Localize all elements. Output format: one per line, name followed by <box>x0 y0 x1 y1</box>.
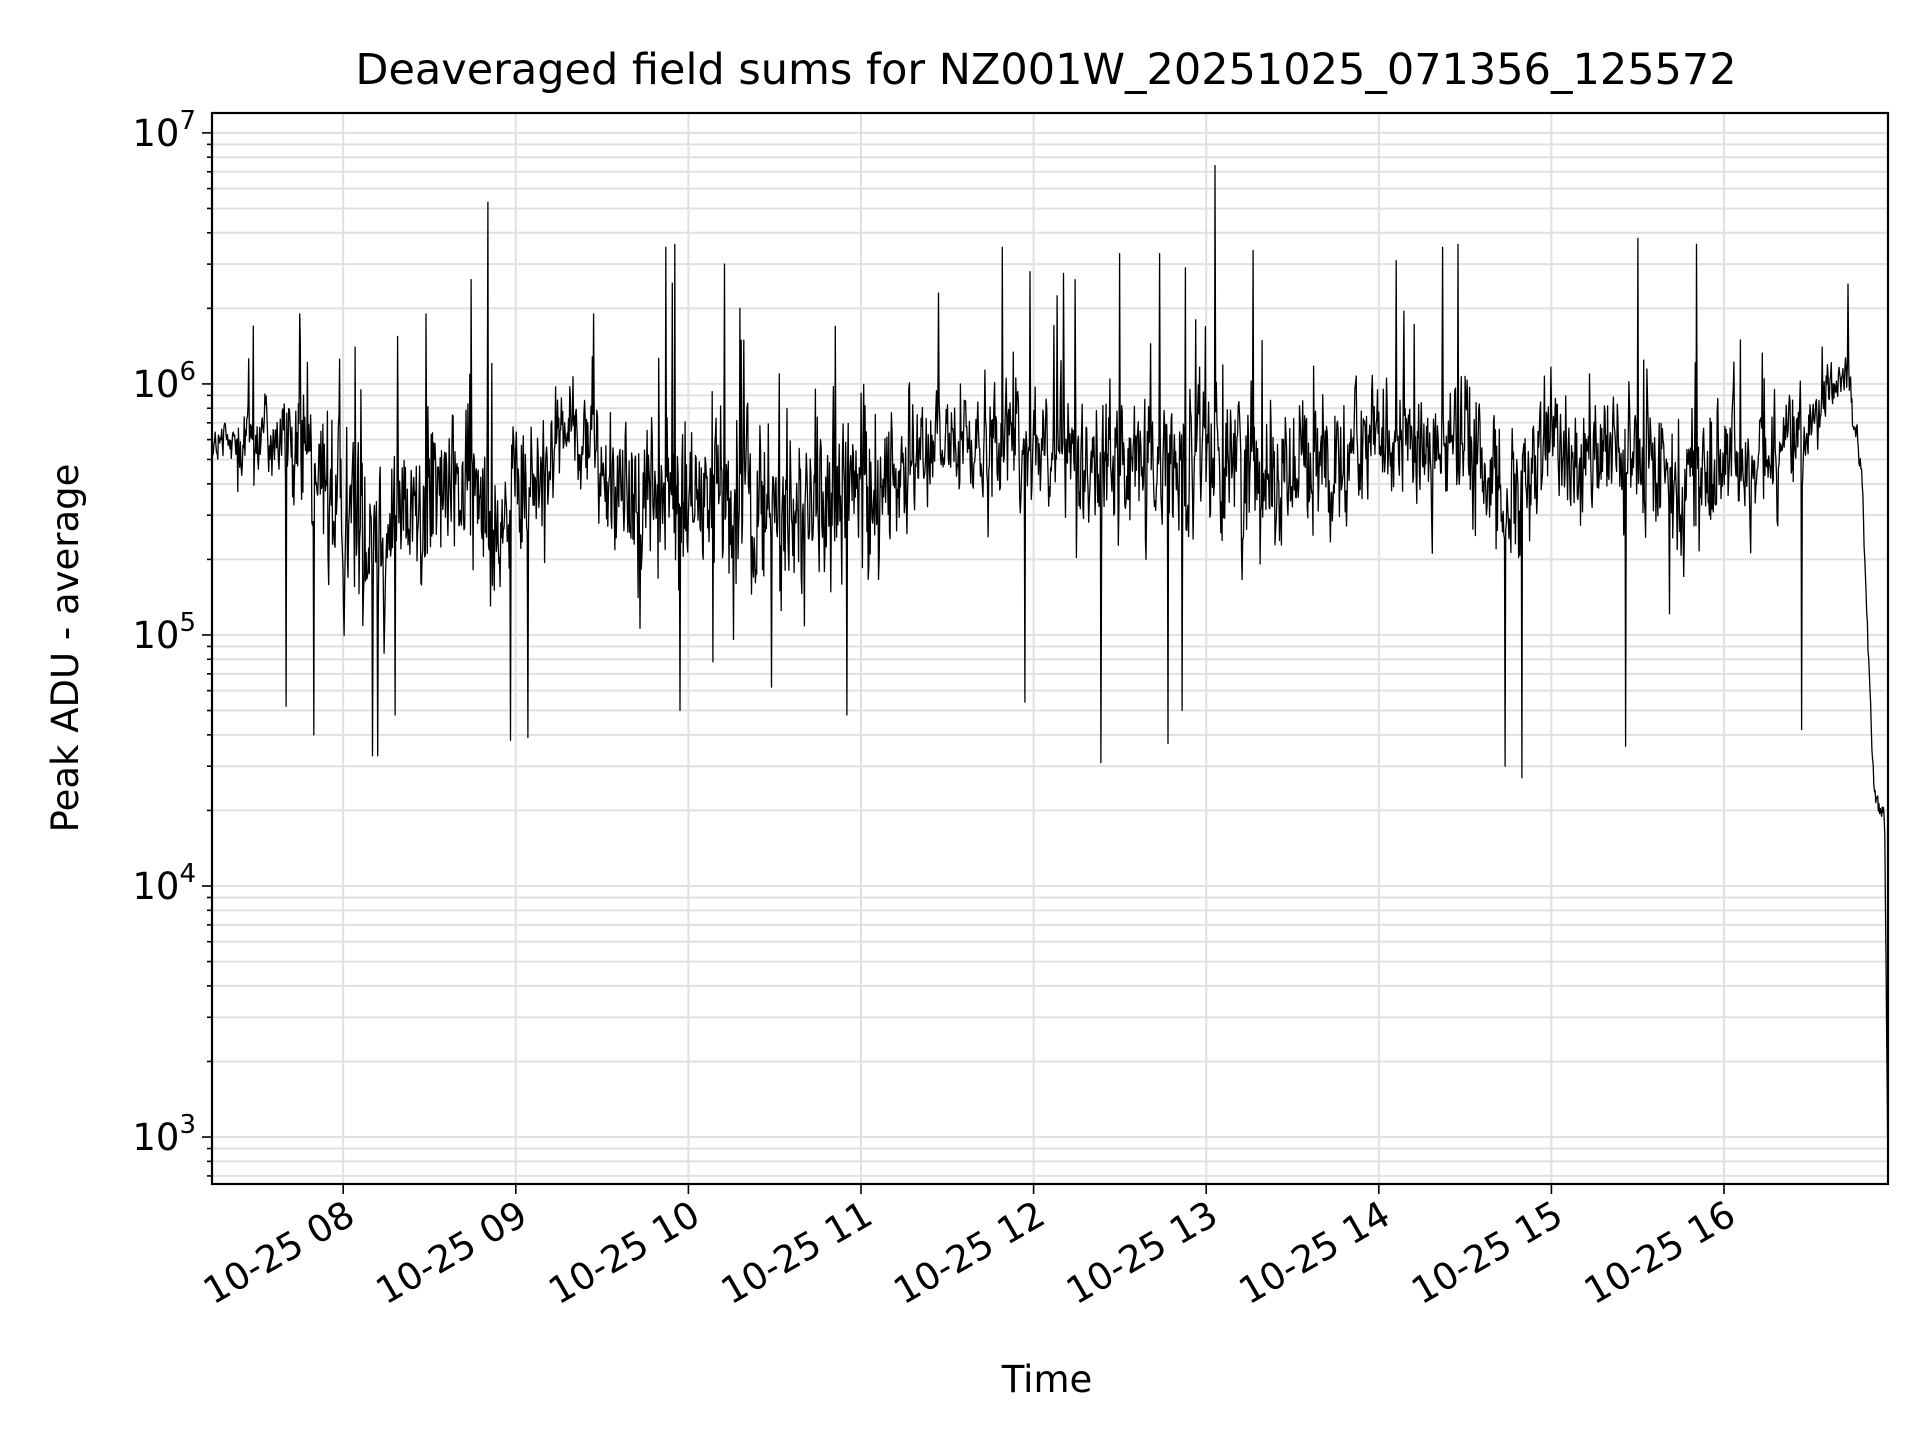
y-tick-label: 104 <box>132 859 196 908</box>
y-tick-label: 107 <box>132 106 196 155</box>
y-tick-label: 105 <box>132 608 196 657</box>
line-layer <box>211 165 1889 1185</box>
y-tick-label: 103 <box>132 1110 196 1159</box>
y-axis-label: Peak ADU - average <box>44 464 87 833</box>
chart-title: Deaveraged field sums for NZ001W_2025102… <box>355 45 1736 95</box>
plot-frame <box>210 111 1890 1186</box>
y-tick-label: 106 <box>132 357 196 406</box>
series-line <box>211 165 1889 1185</box>
x-axis-label: Time <box>1001 1358 1093 1401</box>
